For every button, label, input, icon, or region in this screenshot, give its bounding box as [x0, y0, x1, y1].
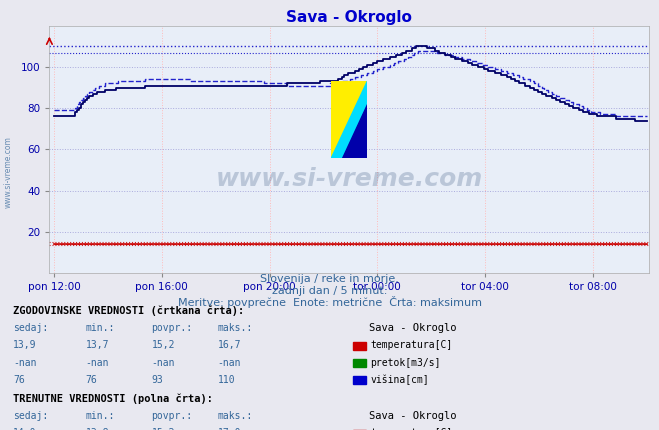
Text: sedaj:: sedaj:: [13, 323, 48, 333]
Text: Sava - Okroglo: Sava - Okroglo: [369, 411, 457, 421]
Text: povpr.:: povpr.:: [152, 411, 192, 421]
Text: www.si-vreme.com: www.si-vreme.com: [215, 167, 483, 191]
Text: 13,9: 13,9: [13, 340, 37, 350]
Text: min.:: min.:: [86, 411, 115, 421]
Text: 14,0: 14,0: [13, 428, 37, 430]
Text: 16,7: 16,7: [217, 340, 241, 350]
Text: 13,8: 13,8: [86, 428, 109, 430]
Text: -nan: -nan: [152, 357, 175, 368]
Text: pretok[m3/s]: pretok[m3/s]: [370, 357, 441, 368]
Text: povpr.:: povpr.:: [152, 323, 192, 333]
Title: Sava - Okroglo: Sava - Okroglo: [286, 9, 413, 25]
Text: maks.:: maks.:: [217, 323, 252, 333]
Text: 110: 110: [217, 375, 235, 385]
Text: višina[cm]: višina[cm]: [370, 374, 429, 385]
Text: 13,7: 13,7: [86, 340, 109, 350]
Text: 76: 76: [86, 375, 98, 385]
Text: -nan: -nan: [13, 357, 37, 368]
Text: -nan: -nan: [217, 357, 241, 368]
Text: temperatura[C]: temperatura[C]: [370, 428, 453, 430]
Text: maks.:: maks.:: [217, 411, 252, 421]
Text: 15,2: 15,2: [152, 340, 175, 350]
Polygon shape: [331, 81, 368, 158]
Text: 17,0: 17,0: [217, 428, 241, 430]
Text: temperatura[C]: temperatura[C]: [370, 340, 453, 350]
Text: 93: 93: [152, 375, 163, 385]
Text: TRENUTNE VREDNOSTI (polna črta):: TRENUTNE VREDNOSTI (polna črta):: [13, 393, 213, 404]
Text: Sava - Okroglo: Sava - Okroglo: [369, 323, 457, 333]
Text: ZGODOVINSKE VREDNOSTI (črtkana črta):: ZGODOVINSKE VREDNOSTI (črtkana črta):: [13, 305, 244, 316]
Text: www.si-vreme.com: www.si-vreme.com: [3, 136, 13, 208]
Text: 15,2: 15,2: [152, 428, 175, 430]
Text: sedaj:: sedaj:: [13, 411, 48, 421]
Text: Meritve: povprečne  Enote: metrične  Črta: maksimum: Meritve: povprečne Enote: metrične Črta:…: [177, 296, 482, 308]
Text: zadnji dan / 5 minut.: zadnji dan / 5 minut.: [272, 286, 387, 296]
Text: -nan: -nan: [86, 357, 109, 368]
Text: 76: 76: [13, 375, 25, 385]
Polygon shape: [331, 81, 368, 158]
Polygon shape: [342, 104, 368, 158]
Text: Slovenija / reke in morje.: Slovenija / reke in morje.: [260, 273, 399, 284]
Text: min.:: min.:: [86, 323, 115, 333]
